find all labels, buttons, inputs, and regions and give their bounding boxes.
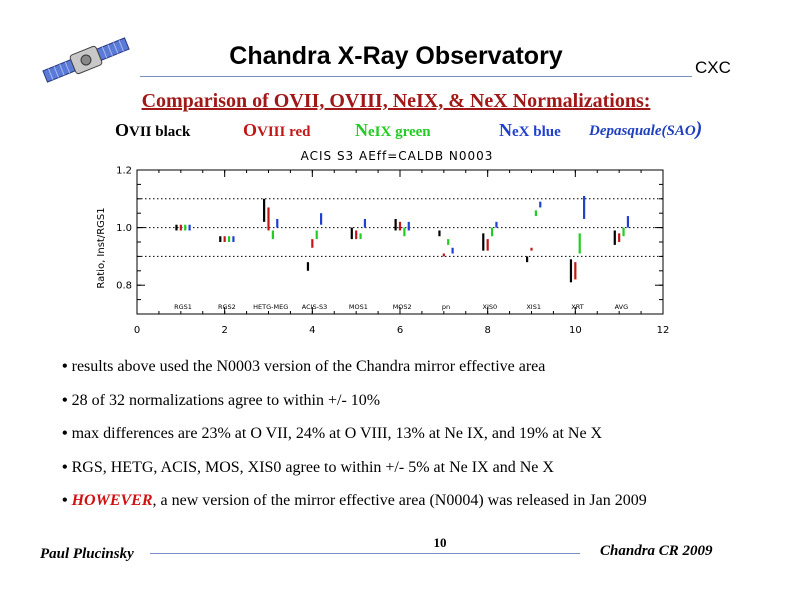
x-tick-label: 10 [569,325,582,336]
x-tick-label: 6 [397,325,403,336]
chart-title: ACIS S3 AEff=CALDB N0003 [301,149,494,163]
x-tick-label: 0 [134,325,140,336]
x-tick-label: 4 [309,325,315,336]
instrument-label: XIS0 [483,303,498,311]
instrument-label: AVG [615,303,629,311]
normalization-chart: ACIS S3 AEff=CALDB N0003 Ratio, Inst/RGS… [96,149,670,336]
page-title: Chandra X-Ray Observatory [229,42,563,70]
footer-author: Paul Plucinsky [40,546,134,562]
bullet-item: • HOWEVER, a new version of the mirror e… [62,492,647,509]
cxc-badge: CXC [695,58,731,77]
bullet-item: • results above used the N0003 version o… [62,358,546,375]
instrument-label: MOS1 [349,303,368,311]
slide-subtitle: Comparison of OVII, OVIII, NeIX, & NeX N… [141,90,651,112]
bullet-item: • 28 of 32 normalizations agree to withi… [62,391,381,409]
instrument-label: RGS2 [218,303,236,311]
y-tick-label: 1.0 [116,223,132,234]
plot-frame [136,169,664,315]
legend-neix: NeIX green [355,120,431,140]
instrument-label: pn [442,303,450,311]
footer-divider [150,553,580,554]
y-axis-label: Ratio, Inst/RGS1 [96,207,107,288]
header-divider [140,76,692,77]
instrument-label: ACIS-S3 [302,303,328,311]
chandra-satellite-icon [42,37,130,83]
instrument-label: HETG-MEG [253,303,288,311]
bullet-item: • max differences are 23% at O VII, 24% … [62,425,603,442]
page-number: 10 [433,535,447,550]
bullet-item: • RGS, HETG, ACIS, MOS, XIS0 agree to wi… [62,458,554,476]
legend-credit: Depasquale(SAO) [589,118,703,140]
instrument-label: MOS2 [393,303,412,311]
instrument-label: XIS1 [526,303,541,311]
x-tick-label: 12 [657,325,670,336]
legend-ovii: OVII black [115,120,191,140]
footer-event: Chandra CR 2009 [600,543,713,559]
legend-oviii: OVIII red [243,120,311,140]
y-tick-label: 0.8 [116,281,132,292]
instrument-label: XRT [571,303,583,311]
y-tick-label: 1.2 [116,166,132,177]
legend-nex: NeX blue [499,120,561,140]
x-tick-label: 2 [221,325,227,336]
instrument-label: RGS1 [174,303,192,311]
x-tick-label: 8 [484,325,490,336]
bullet-list: • results above used the N0003 version o… [62,357,762,525]
